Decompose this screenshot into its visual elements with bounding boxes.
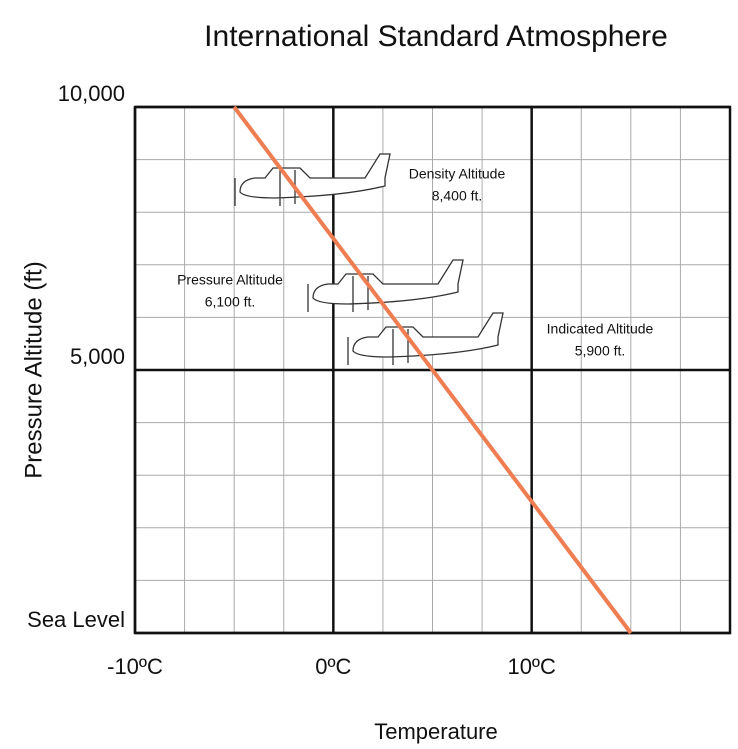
annotation-text: 8,400 ft. — [432, 188, 483, 204]
airplane — [307, 259, 464, 312]
x-tick-label: 10ºC — [507, 654, 556, 679]
airplane — [234, 153, 391, 206]
x-tick-label: 0ºC — [315, 654, 351, 679]
y-axis-label: Pressure Altitude (ft) — [20, 261, 47, 478]
annotation-text: 6,100 ft. — [205, 294, 256, 310]
annotation-title: Indicated Altitude — [547, 321, 654, 337]
x-axis-label: Temperature — [374, 719, 498, 744]
chart-title: International Standard Atmosphere — [204, 20, 668, 53]
annotation-title: Density Altitude — [409, 166, 506, 182]
data-line — [232, 105, 633, 635]
airplane — [347, 312, 504, 365]
x-tick-label: -10ºC — [107, 654, 163, 679]
y-tick-label: 5,000 — [70, 344, 125, 369]
y-tick-label: 10,000 — [58, 81, 125, 106]
annotation-text: 5,900 ft. — [575, 343, 626, 359]
y-tick-label: Sea Level — [27, 607, 125, 632]
annotation-title: Pressure Altitude — [177, 272, 283, 288]
